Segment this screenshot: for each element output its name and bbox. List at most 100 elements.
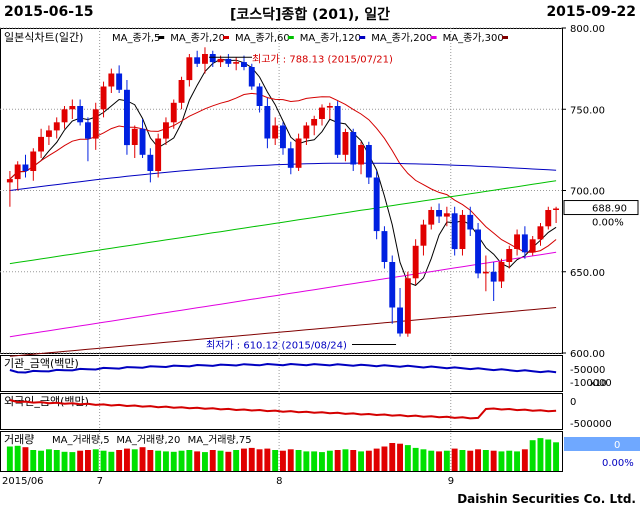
volume-bar [358,451,364,471]
ma-legend-swatch [158,36,165,39]
volume-bar [280,450,286,471]
candle-body [490,271,497,282]
volume-bar [209,450,216,471]
institution-panel-frame [0,355,563,392]
candle-body [92,109,99,139]
candle-body [108,73,115,87]
volume-bar [350,450,357,471]
candle-body [178,80,185,103]
candle-body [506,249,513,262]
volume-bar [443,450,450,471]
candle-body [280,125,286,149]
candle-body [436,210,442,217]
volume-bar [116,450,123,471]
volume-bar [545,439,552,471]
candle-body [553,208,559,210]
volume-bar [30,450,37,471]
volume-bar [436,451,442,471]
volume-bar [163,451,169,471]
candle-body [272,125,279,139]
volume-bar [108,451,115,472]
volume-bar [61,451,68,472]
volume-bar [482,450,489,471]
volume-bar [303,451,310,471]
candle-body [241,62,247,67]
end-date: 2015-09-22 [546,4,636,20]
volume-bar [326,450,333,471]
ma120-line [9,180,557,265]
current-price-box [563,200,639,216]
volume-bar [311,451,318,471]
institution-tick-label: -100000 [570,378,612,389]
candle-body [61,109,68,123]
price-tick-label: 800.00 [570,24,605,35]
ma300-line [9,307,557,357]
volume-bar [521,449,528,471]
candle-body [428,210,435,225]
volume-bar [77,450,84,471]
candle-body [451,213,458,250]
candle-body [155,138,162,171]
candle-body [22,164,29,171]
institution-label: 기관_금액(백만) [4,357,79,370]
volume-bar [389,443,396,471]
ma-legend-label: MA_종가,60 [235,32,290,44]
candle-body [311,119,318,126]
candle-body [30,151,37,171]
candle-body [482,271,489,274]
institution-tick-label: -50000 [570,365,605,376]
ma-legend-swatch [502,36,508,39]
candle-body [397,307,403,334]
volume-bar [69,452,76,471]
volume-bar [295,450,302,471]
volume-bar [248,447,255,471]
volume-bar [233,450,240,471]
volume-bar [186,450,193,471]
candle-body [529,239,536,253]
candle-body [326,106,333,108]
candle-body [264,106,271,139]
candle-body [53,122,60,131]
volume-bar [404,445,411,471]
candle-body [537,226,544,240]
ma-legend-label: MA_종가,20 [170,32,225,44]
volume-ma-legend-label: MA_거래량,75 [188,434,252,446]
candle-body [248,67,255,87]
ma-legend-label: MA_종가,5 [112,32,160,44]
volume-bar [202,452,208,471]
volume-value-box [564,437,640,451]
volume-bar [139,447,146,471]
candle-body [404,278,411,334]
volume-bar [256,449,263,471]
volume-ma-legend-label: MA_거래량,5 [52,434,110,446]
candle-body [342,132,349,155]
volume-bar [287,449,294,471]
volume-bar [22,447,29,471]
volume-bar [170,451,177,472]
candle-body [131,128,138,145]
candle-body [545,210,552,227]
volume-bar [225,451,232,472]
ma-legend-label: MA_종가,200 [371,32,432,44]
current-change-label: 0.00% [592,218,624,229]
candle-body [295,138,302,168]
candle-body [85,122,91,139]
start-date: 2015-06-15 [4,4,94,20]
volume-value: 0 [614,440,620,451]
candle-body [514,234,520,249]
candle-body [443,213,450,217]
volume-bar [131,449,138,471]
price-tick-label: 650.00 [570,268,605,279]
foreign-line [9,399,557,420]
ma-legend-label: MA_종가,300 [443,32,504,44]
volume-bar [124,448,130,471]
candle-body [194,57,201,64]
volume-bar [147,450,154,471]
candle-body [147,154,154,171]
volume-bar [420,449,427,471]
volume-bar [537,438,544,471]
volume-bar [217,450,224,471]
low-annotation: 최저가 : 610.12 (2015/08/24) [206,340,347,352]
volume-bar [6,446,13,471]
